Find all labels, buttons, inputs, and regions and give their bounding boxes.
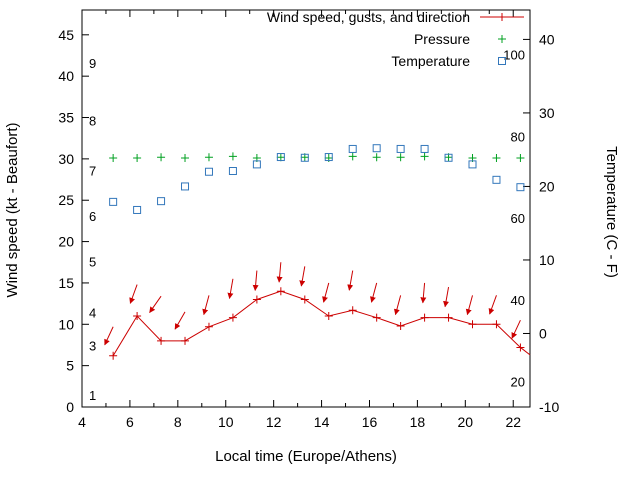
svg-text:5: 5 [66, 358, 74, 374]
svg-text:4: 4 [78, 414, 86, 430]
x-ticks [105, 10, 514, 407]
svg-text:10: 10 [58, 316, 74, 332]
legend-item-wind: Wind speed, gusts, and direction [267, 6, 526, 28]
pressure-series [109, 152, 525, 163]
svg-text:6: 6 [126, 414, 134, 430]
legend-label: Temperature [391, 53, 470, 69]
svg-text:30: 30 [539, 105, 555, 121]
svg-text:40: 40 [58, 68, 74, 84]
plus-legend-marker-icon [498, 35, 506, 43]
svg-text:7: 7 [89, 163, 96, 178]
svg-text:1: 1 [89, 388, 96, 403]
beaufort-labels: 1 3 4 5 6 7 8 9 [89, 56, 96, 403]
svg-text:18: 18 [410, 414, 426, 430]
temperature-series [109, 144, 525, 214]
svg-text:20: 20 [458, 414, 474, 430]
svg-text:8: 8 [174, 414, 182, 430]
svg-text:8: 8 [89, 114, 96, 129]
y-tick-labels-right: -10 0 10 20 30 40 [539, 31, 559, 415]
svg-text:20: 20 [539, 178, 555, 194]
gust-arrows [104, 262, 521, 346]
y-ticks-left [82, 34, 89, 408]
svg-text:45: 45 [58, 27, 74, 43]
line-plus-legend-marker-icon [480, 13, 524, 21]
svg-text:15: 15 [58, 275, 74, 291]
x-tick-labels: 4 6 8 10 12 14 16 18 20 22 [78, 414, 521, 430]
svg-text:80: 80 [511, 129, 525, 144]
svg-text:30: 30 [58, 151, 74, 167]
y-axis-title-right: Temperature (C - F) [603, 146, 620, 278]
svg-text:40: 40 [511, 293, 525, 308]
svg-text:4: 4 [89, 306, 96, 321]
svg-text:35: 35 [58, 110, 74, 126]
svg-text:10: 10 [539, 252, 555, 268]
svg-text:16: 16 [362, 414, 378, 430]
svg-text:-10: -10 [539, 399, 559, 415]
y-tick-labels-left: 0 5 10 15 20 25 30 35 40 45 [58, 27, 74, 415]
svg-text:10: 10 [218, 414, 234, 430]
svg-text:3: 3 [89, 339, 96, 354]
legend: Wind speed, gusts, and direction Pressure… [267, 6, 526, 72]
legend-item-pressure: Pressure [267, 28, 526, 50]
svg-text:25: 25 [58, 192, 74, 208]
svg-text:14: 14 [314, 414, 330, 430]
svg-text:5: 5 [89, 254, 96, 269]
svg-text:9: 9 [89, 56, 96, 71]
x-axis-title: Local time (Europe/Athens) [215, 448, 397, 465]
svg-text:0: 0 [539, 325, 547, 341]
svg-text:20: 20 [511, 374, 525, 389]
wind-speed-line [112, 290, 531, 356]
square-legend-marker-icon [498, 57, 506, 65]
svg-text:22: 22 [505, 414, 521, 430]
y-ticks-right [523, 38, 530, 408]
legend-label: Pressure [413, 31, 470, 47]
legend-label: Wind speed, gusts, and direction [266, 9, 470, 25]
svg-text:0: 0 [66, 399, 74, 415]
y-axis-title-left: Wind speed (kt - Beaufort) [4, 122, 21, 298]
svg-text:40: 40 [539, 31, 555, 47]
plot-border [81, 9, 531, 408]
svg-text:12: 12 [266, 414, 282, 430]
wind-speed-markers [109, 287, 525, 360]
svg-text:6: 6 [89, 209, 96, 224]
legend-item-temperature: Temperature [267, 50, 526, 72]
svg-text:20: 20 [58, 234, 74, 250]
fahrenheit-labels: 20 40 60 80 100 [503, 48, 525, 390]
svg-text:60: 60 [511, 211, 525, 226]
svg-text:100: 100 [503, 48, 525, 63]
